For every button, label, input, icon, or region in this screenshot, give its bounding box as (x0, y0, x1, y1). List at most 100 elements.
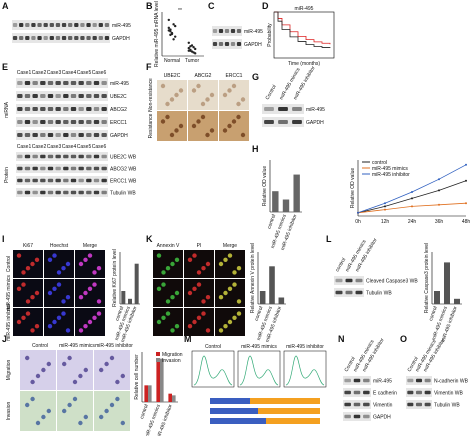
cell (192, 253, 197, 258)
band (93, 81, 100, 85)
label: Case3 (47, 70, 62, 76)
flow-plot (191, 350, 235, 388)
label: miR-495 (373, 379, 392, 385)
cell (83, 367, 89, 373)
band (230, 42, 236, 46)
cell (200, 114, 206, 120)
cell (65, 328, 71, 333)
cell (232, 270, 237, 275)
cell (178, 123, 184, 129)
cell (192, 286, 197, 291)
point (411, 205, 413, 208)
label: Relative Ki67 protein level (112, 249, 118, 307)
label: miR-495 (306, 107, 325, 113)
label: Case1 (17, 144, 32, 150)
cell (236, 311, 242, 316)
cell (165, 311, 171, 316)
label: ** (178, 8, 182, 14)
band (17, 190, 23, 195)
point (384, 205, 386, 208)
stack-bar (210, 398, 320, 404)
cell (231, 119, 237, 124)
blot-strip (16, 78, 108, 88)
band (86, 107, 92, 111)
band (70, 81, 77, 85)
band (218, 29, 224, 33)
label: N-cadherin WB (434, 379, 469, 385)
band (218, 42, 224, 46)
band (86, 94, 92, 98)
label: ABCG2 (110, 107, 127, 113)
label: miR-495 mimics (241, 344, 277, 350)
panel-letter: B (146, 1, 153, 11)
label: Migration (6, 360, 12, 381)
cell (61, 311, 66, 316)
band (78, 133, 84, 137)
band (24, 133, 31, 137)
cell (67, 355, 72, 361)
band (43, 36, 48, 40)
band (17, 133, 23, 137)
bar (278, 297, 285, 304)
cell (16, 253, 22, 258)
label: miRNA (4, 101, 10, 117)
label: Case2 (32, 144, 47, 150)
label: Case2 (32, 70, 47, 76)
survival-curve (274, 11, 331, 48)
cell (160, 83, 166, 89)
label: Case3 (47, 144, 62, 150)
band (93, 154, 100, 159)
label: GAPDH (373, 415, 391, 421)
cell (201, 311, 206, 316)
cell (200, 101, 206, 107)
label: Relative cell number (134, 354, 140, 400)
cell (165, 101, 170, 107)
band (32, 154, 38, 159)
cell (236, 114, 241, 120)
cell (72, 396, 78, 402)
label: Tumor (185, 58, 200, 64)
band (24, 154, 31, 159)
band (32, 81, 38, 85)
bar (156, 362, 160, 402)
label: 0h (355, 219, 361, 225)
cell (165, 299, 171, 304)
band (61, 23, 67, 27)
cell (56, 270, 62, 275)
cell (223, 290, 228, 296)
band (78, 166, 84, 171)
flow-histogram (193, 355, 233, 386)
label: Probability (267, 23, 273, 47)
band (74, 36, 79, 40)
dot (174, 35, 177, 38)
point (438, 203, 440, 206)
cell (115, 379, 120, 385)
band (407, 378, 414, 383)
band (86, 23, 91, 27)
band (32, 94, 38, 98)
survival-curve (274, 11, 331, 45)
band (335, 290, 343, 295)
cell (72, 379, 78, 385)
blot-strip (16, 152, 108, 161)
band (24, 166, 31, 171)
label: UBE2C (110, 94, 127, 100)
cell (30, 396, 35, 402)
band (424, 378, 431, 383)
micrograph (20, 350, 56, 390)
cell (218, 261, 224, 267)
label: miR-495 mimics (6, 275, 12, 311)
label: 24h (408, 219, 417, 225)
band (49, 36, 54, 40)
label: Case5 (77, 144, 92, 150)
bar (454, 298, 460, 304)
label: Tubulin WB (434, 403, 460, 409)
band (264, 120, 274, 124)
legend-swatch (156, 358, 160, 362)
band (17, 107, 23, 111)
band (424, 402, 431, 407)
label: GAPDH (112, 36, 130, 42)
cell (56, 315, 62, 320)
cell (187, 290, 193, 296)
point (465, 163, 467, 166)
